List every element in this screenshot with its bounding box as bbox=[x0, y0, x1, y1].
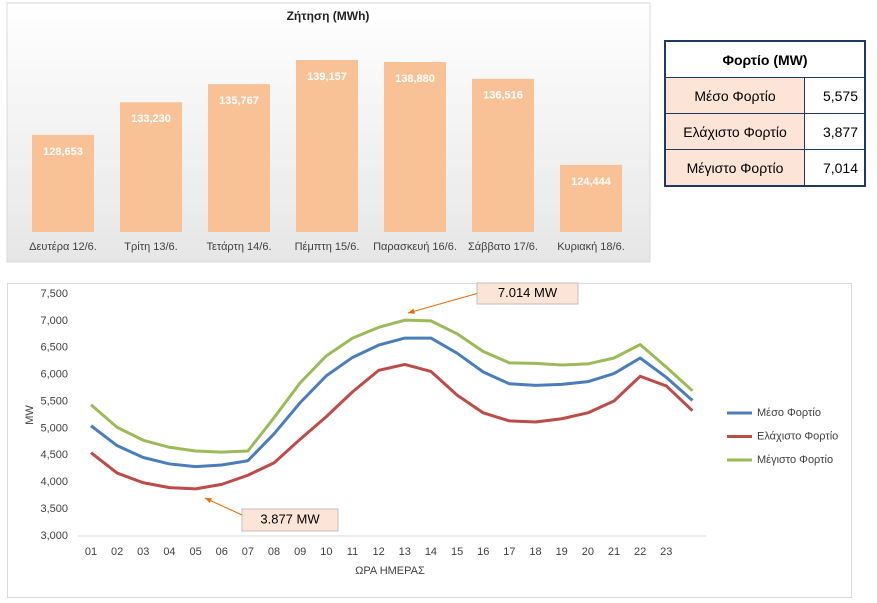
x-tick-label: Τρίτη 13/6. bbox=[124, 241, 177, 253]
table-title: Φορτίο (MW) bbox=[664, 40, 866, 78]
x-tick-label: 17 bbox=[503, 546, 515, 558]
x-tick-label: 10 bbox=[320, 546, 332, 558]
bar bbox=[120, 102, 182, 233]
x-tick-label: 11 bbox=[347, 546, 358, 558]
x-tick-label: 07 bbox=[242, 546, 254, 558]
bar bbox=[384, 61, 446, 233]
value-label: 139,157 bbox=[307, 71, 347, 83]
x-tick-label: 14 bbox=[425, 546, 437, 558]
annotation: 3.877 MW bbox=[260, 511, 320, 526]
x-tick-label: 04 bbox=[163, 546, 175, 558]
y-tick-label: 4,000 bbox=[40, 476, 68, 488]
x-axis-label: ΩΡΑ ΗΜΕΡΑΣ bbox=[355, 565, 425, 577]
bar-title: Ζήτηση (MWh) bbox=[287, 9, 370, 23]
x-tick-label: 18 bbox=[529, 546, 541, 558]
y-tick-label: 7,000 bbox=[40, 315, 68, 327]
x-tick-label: 08 bbox=[268, 546, 280, 558]
x-tick-label: 22 bbox=[634, 546, 646, 558]
x-tick-label: 06 bbox=[216, 546, 228, 558]
value-label: 138,880 bbox=[395, 73, 435, 85]
cell: 5,575 bbox=[804, 77, 866, 114]
y-tick-label: 3,000 bbox=[40, 530, 68, 542]
legend-label: Ελάχιστο Φορτίο bbox=[757, 430, 838, 442]
x-tick-label: Σάββατο 17/6. bbox=[468, 241, 538, 253]
y-tick-label: 4,500 bbox=[40, 449, 68, 461]
cell: Μέσο Φορτίο bbox=[664, 77, 805, 114]
load-table: Φορτίο (MW) Μέσο Φορτίο 5,575 Ελάχιστο Φο… bbox=[664, 40, 866, 187]
x-tick-label: 12 bbox=[373, 546, 385, 558]
x-tick-label: Τετάρτη 14/6. bbox=[206, 241, 271, 253]
legend-label: Μέσο Φορτίο bbox=[757, 407, 821, 419]
cell: Ελάχιστο Φορτίο bbox=[664, 113, 805, 150]
y-tick-label: 5,000 bbox=[40, 422, 68, 434]
value-label: 128,653 bbox=[43, 146, 83, 158]
value-label: 124,444 bbox=[571, 176, 612, 188]
y-tick-label: 7,500 bbox=[40, 288, 68, 300]
y-tick-label: 5,500 bbox=[40, 395, 68, 407]
arrow-head bbox=[408, 308, 415, 314]
x-tick-label: 03 bbox=[137, 546, 149, 558]
value-label: 133,230 bbox=[131, 113, 171, 125]
x-tick-label: 09 bbox=[294, 546, 306, 558]
annotation-arrow bbox=[204, 497, 243, 516]
x-tick-label: Δευτέρα 12/6. bbox=[29, 241, 97, 253]
x-tick-label: 20 bbox=[582, 546, 594, 558]
x-tick-label: 21 bbox=[608, 546, 620, 558]
bar bbox=[560, 164, 622, 232]
annotation: 7.014 MW bbox=[498, 285, 558, 300]
x-tick-label: 15 bbox=[451, 546, 463, 558]
y-axis-label: MW bbox=[24, 405, 36, 425]
series-line bbox=[90, 336, 694, 469]
value-label: 135,767 bbox=[219, 95, 259, 107]
annotation-box bbox=[241, 508, 339, 532]
x-tick-label: 01 bbox=[85, 546, 97, 558]
legend-label: Μέγιστο Φορτίο bbox=[757, 454, 833, 466]
cell: Μέγιστο Φορτίο bbox=[664, 149, 805, 187]
cell: 3,877 bbox=[804, 113, 866, 150]
value-label: 136,516 bbox=[483, 90, 523, 102]
x-tick-label: 02 bbox=[111, 546, 123, 558]
y-tick-label: 3,500 bbox=[40, 503, 68, 515]
x-tick-label: 23 bbox=[660, 546, 672, 558]
arrow-head bbox=[205, 498, 212, 504]
x-tick-label: Παρασκευή 16/6. bbox=[373, 241, 457, 253]
series-line bbox=[90, 318, 694, 454]
x-tick-label: 05 bbox=[189, 546, 201, 558]
y-tick-label: 6,000 bbox=[40, 369, 68, 381]
bar bbox=[296, 60, 358, 232]
bar bbox=[32, 134, 94, 232]
bar bbox=[208, 84, 270, 232]
x-tick-label: 19 bbox=[556, 546, 568, 558]
x-tick-label: Πέμπτη 15/6. bbox=[295, 241, 360, 253]
x-tick-label: 13 bbox=[399, 546, 411, 558]
x-tick-label: 16 bbox=[477, 546, 489, 558]
annotation-arrow bbox=[407, 293, 478, 314]
x-tick-label: Κυριακή 18/6. bbox=[557, 241, 625, 253]
bar bbox=[472, 78, 534, 232]
cell: 7,014 bbox=[804, 149, 866, 187]
series-line bbox=[90, 362, 694, 491]
y-tick-label: 6,500 bbox=[40, 342, 68, 354]
